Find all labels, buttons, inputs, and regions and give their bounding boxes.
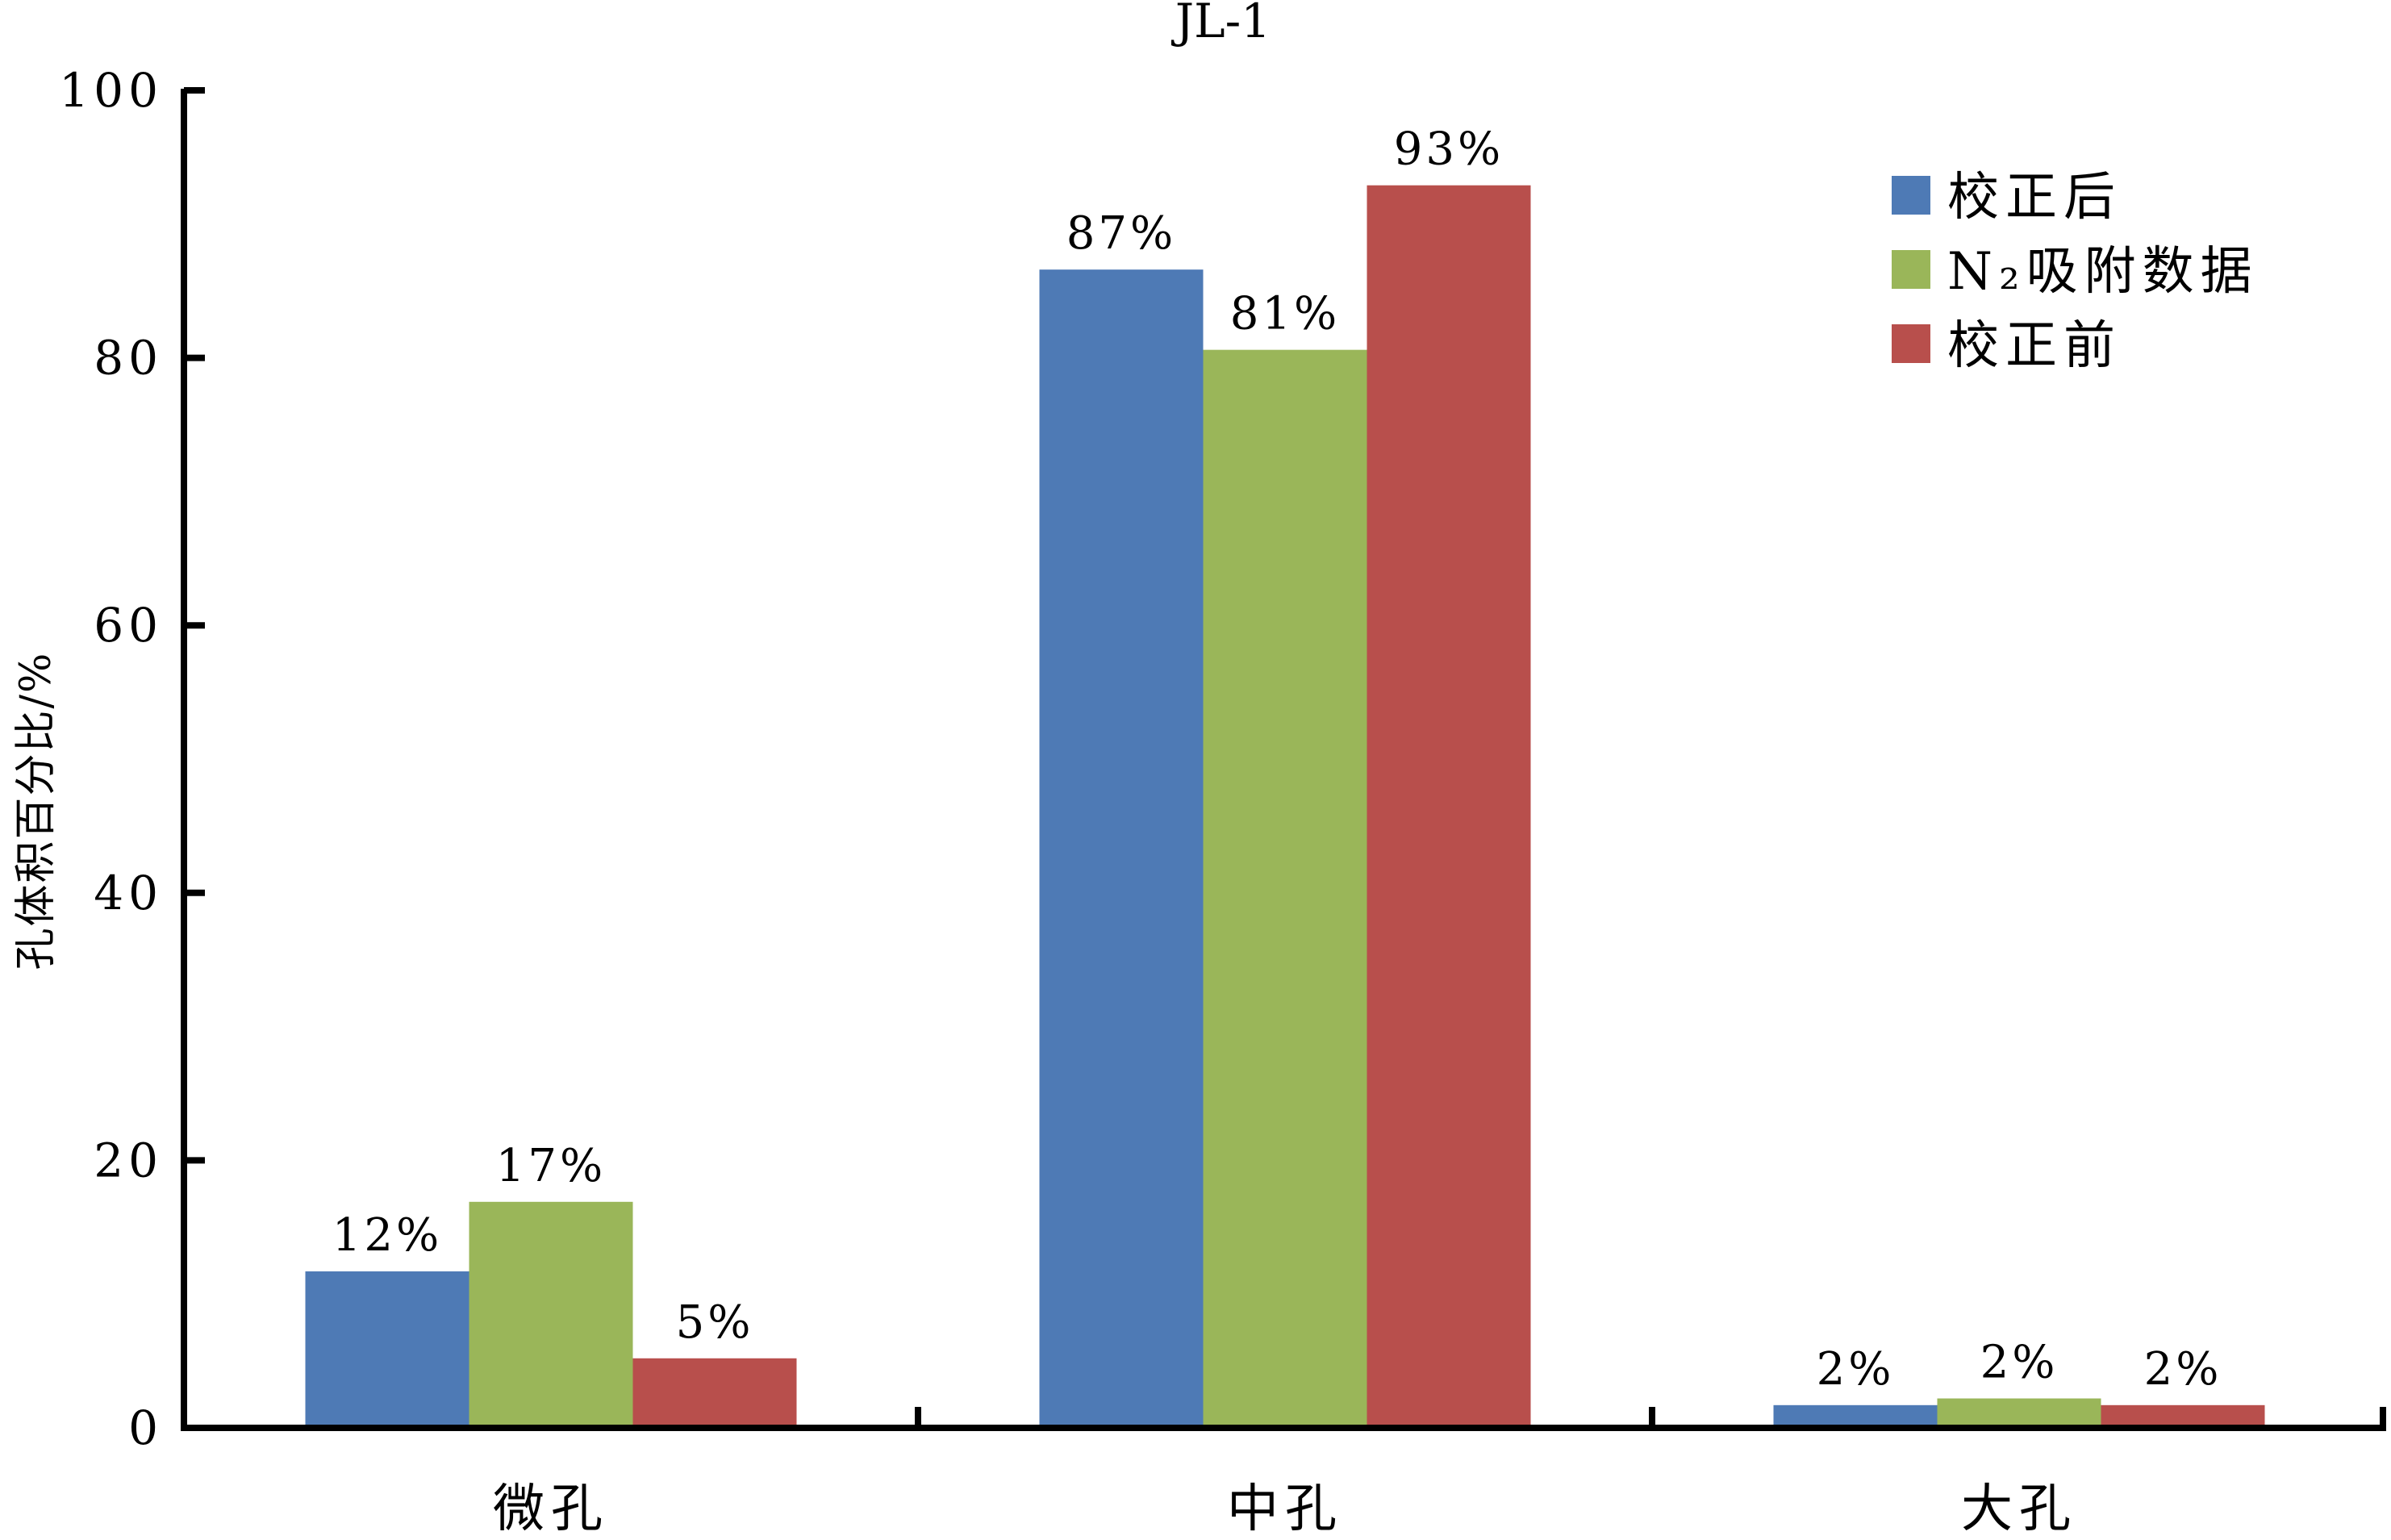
data-label-2-1: 87% bbox=[1066, 207, 1176, 260]
data-label-3-3: 2% bbox=[2144, 1343, 2222, 1396]
x-category-label-3: 大孔 bbox=[1961, 1479, 2077, 1536]
y-tick-label-100: 100 bbox=[59, 63, 163, 118]
data-label-3-1: 2% bbox=[1817, 1343, 1895, 1396]
bars-group bbox=[305, 185, 2265, 1429]
chart-title: JL-1 bbox=[1171, 0, 1271, 48]
bar-3-3 bbox=[2101, 1404, 2265, 1428]
bar-3-2 bbox=[1937, 1398, 2101, 1428]
y-tick-label-60: 60 bbox=[94, 598, 163, 653]
bar-2-1 bbox=[1039, 269, 1204, 1428]
bar-1-2 bbox=[469, 1201, 633, 1428]
y-tick-label-20: 20 bbox=[94, 1133, 163, 1187]
axes-group: 0 20 40 60 80 100 微孔 中孔 大孔 bbox=[59, 63, 2386, 1539]
data-label-2-3: 93% bbox=[1394, 123, 1504, 176]
y-tick-label-80: 80 bbox=[94, 331, 163, 386]
data-label-1-3: 5% bbox=[676, 1296, 754, 1349]
bar-3-1 bbox=[1773, 1404, 1938, 1428]
y-axis-label: 孔体积百分比/% bbox=[12, 652, 61, 970]
bar-1-1 bbox=[305, 1271, 469, 1428]
x-category-label-2: 中孔 bbox=[1227, 1479, 1343, 1536]
y-tick-label-0: 0 bbox=[128, 1400, 163, 1455]
x-category-label-1: 微孔 bbox=[493, 1479, 609, 1536]
data-label-1-2: 17% bbox=[496, 1140, 606, 1192]
data-label-1-1: 12% bbox=[332, 1209, 442, 1262]
y-tick-label-40: 40 bbox=[94, 866, 163, 920]
legend-label-1: 校正后 bbox=[1947, 168, 2122, 227]
data-label-3-2: 2% bbox=[1980, 1337, 2059, 1389]
bar-2-2 bbox=[1203, 349, 1367, 1429]
legend-label-3: 校正前 bbox=[1947, 316, 2122, 376]
data-labels-group: 12% 17% 5% 87% 81% 93% 2% 2% 2% bbox=[332, 123, 2222, 1396]
bar-1-3 bbox=[632, 1358, 797, 1428]
data-label-2-2: 81% bbox=[1230, 288, 1340, 340]
legend-label-2: N₂吸附数据 bbox=[1947, 242, 2259, 302]
legend-swatch-3 bbox=[1892, 324, 1930, 363]
bar-2-3 bbox=[1367, 185, 1531, 1428]
legend-swatch-1 bbox=[1892, 176, 1930, 215]
legend-swatch-2 bbox=[1892, 250, 1930, 289]
